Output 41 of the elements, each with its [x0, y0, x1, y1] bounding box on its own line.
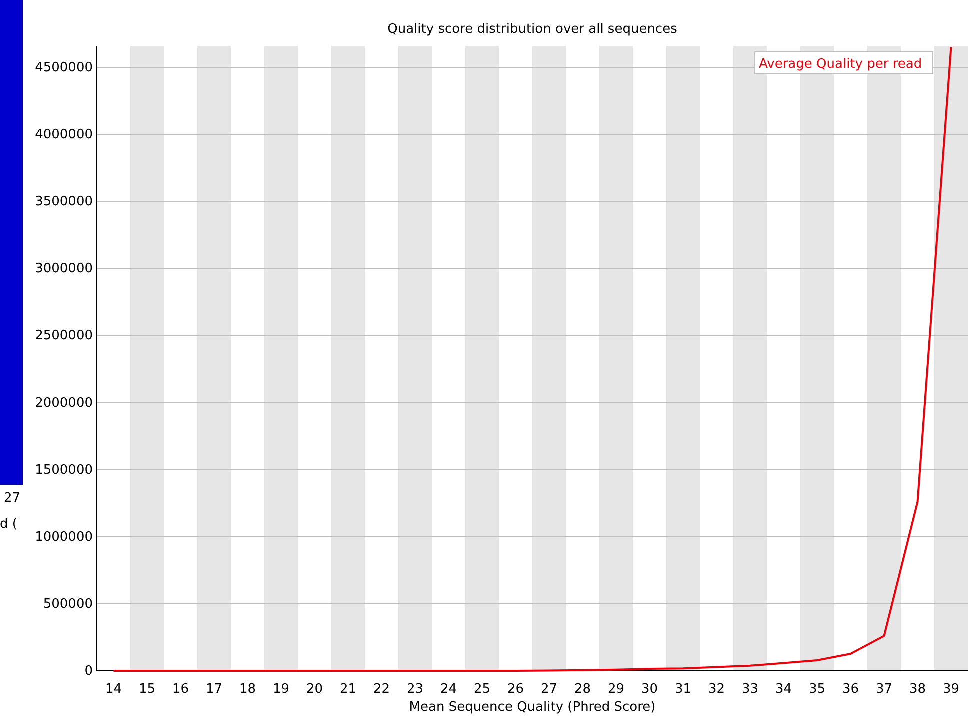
x-tick-label: 35: [808, 682, 826, 697]
x-tick-label: 36: [842, 682, 860, 697]
x-tick-label: 30: [641, 682, 658, 697]
chart-title: Quality score distribution over all sequences: [388, 22, 678, 37]
x-tick-label: 34: [775, 682, 792, 697]
x-tick-label: 20: [306, 682, 324, 697]
y-tick-label: 1500000: [35, 462, 93, 478]
y-tick-label: 4000000: [35, 128, 93, 143]
x-tick-label: 32: [708, 682, 726, 697]
y-tick-label: 500000: [43, 596, 93, 612]
y-tick-label: 2000000: [35, 396, 93, 411]
text: 27: [4, 491, 21, 506]
x-tick-label: 38: [909, 682, 926, 697]
x-tick-label: 29: [608, 682, 625, 697]
x-tick-label: 17: [206, 682, 223, 697]
x-tick-label: 31: [674, 682, 692, 697]
x-tick-label: 15: [138, 682, 156, 697]
x-tick-label: 25: [474, 682, 491, 697]
x-tick-label: 18: [239, 682, 256, 697]
y-tick-label: 3500000: [35, 194, 93, 210]
x-tick-label: 14: [105, 682, 122, 697]
y-tick-label: 1000000: [35, 530, 93, 545]
y-tick-label: 3000000: [35, 262, 93, 277]
x-tick-label: 16: [172, 682, 190, 697]
x-tick-label: 39: [942, 682, 960, 697]
x-tick-label: 23: [406, 682, 424, 697]
x-tick-label: 27: [540, 682, 558, 697]
x-tick-label: 21: [340, 682, 357, 697]
x-tick-label: 22: [373, 682, 390, 697]
text: d (: [0, 517, 18, 532]
x-tick-label: 28: [574, 682, 592, 697]
y-tick-label: 4500000: [35, 60, 93, 76]
x-tick-label: 33: [742, 682, 759, 697]
x-tick-label: 37: [876, 682, 893, 697]
y-tick-label: 0: [84, 664, 93, 679]
x-axis-title: Mean Sequence Quality (Phred Score): [409, 700, 656, 715]
x-tick-label: 19: [272, 682, 290, 697]
text: Average Quality per read: [759, 57, 922, 72]
y-tick-label: 2500000: [35, 328, 93, 344]
x-tick-label: 24: [440, 682, 458, 697]
x-tick-label: 26: [507, 682, 524, 697]
